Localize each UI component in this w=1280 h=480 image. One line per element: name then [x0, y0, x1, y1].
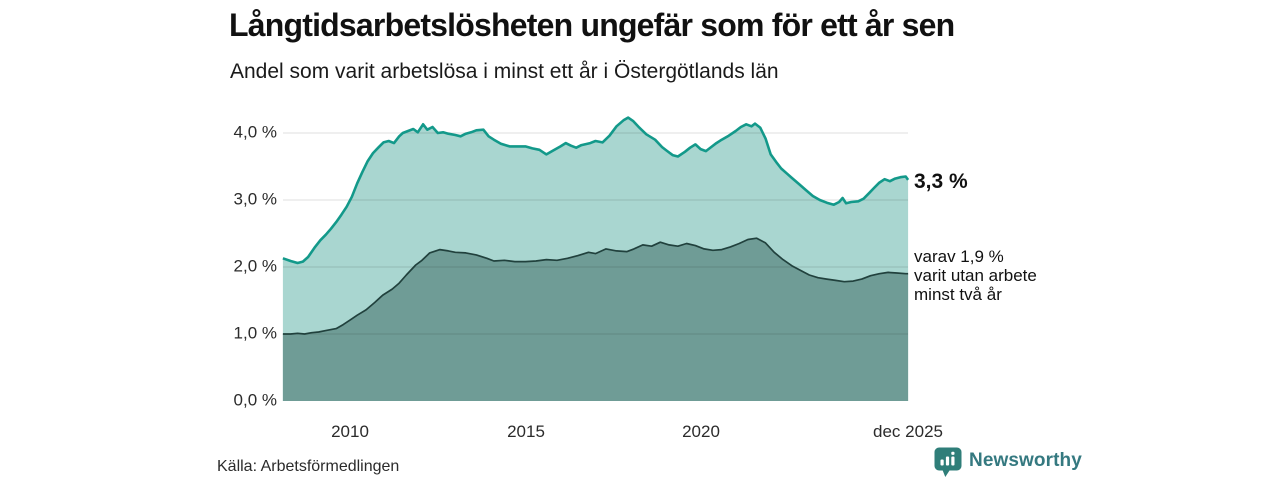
y-tick-label: 4,0 %	[233, 122, 277, 142]
page-title: Långtidsarbetslösheten ungefär som för e…	[229, 7, 955, 43]
x-tick-label: dec 2025	[873, 422, 943, 441]
bar-chart-badge-icon	[934, 447, 962, 477]
y-tick-label: 3,0 %	[233, 189, 277, 209]
x-tick-label: 2015	[507, 422, 545, 441]
subseries-label-line: varav 1,9 %	[914, 247, 1004, 266]
x-tick-label: 2020	[682, 422, 720, 441]
total-value-label: 3,3 %	[914, 170, 968, 193]
two-year-area	[282, 238, 909, 401]
y-tick-label: 2,0 %	[233, 256, 277, 276]
page-subtitle: Andel som varit arbetslösa i minst ett å…	[230, 60, 779, 83]
total-line	[282, 116, 910, 265]
newsworthy-logo: Newsworthy	[934, 447, 1082, 478]
two-year-line	[282, 237, 909, 335]
subseries-label-line: varit utan arbete	[914, 266, 1037, 285]
brand-name: Newsworthy	[969, 449, 1082, 471]
source-credit: Källa: Arbetsförmedlingen	[217, 458, 400, 475]
subseries-label: varav 1,9 % varit utan arbete minst två …	[914, 247, 1037, 304]
y-tick-label: 1,0 %	[233, 323, 277, 343]
subseries-label-line: minst två år	[914, 285, 1002, 304]
y-tick-label: 0,0 %	[233, 390, 277, 410]
x-tick-label: 2010	[331, 422, 369, 441]
